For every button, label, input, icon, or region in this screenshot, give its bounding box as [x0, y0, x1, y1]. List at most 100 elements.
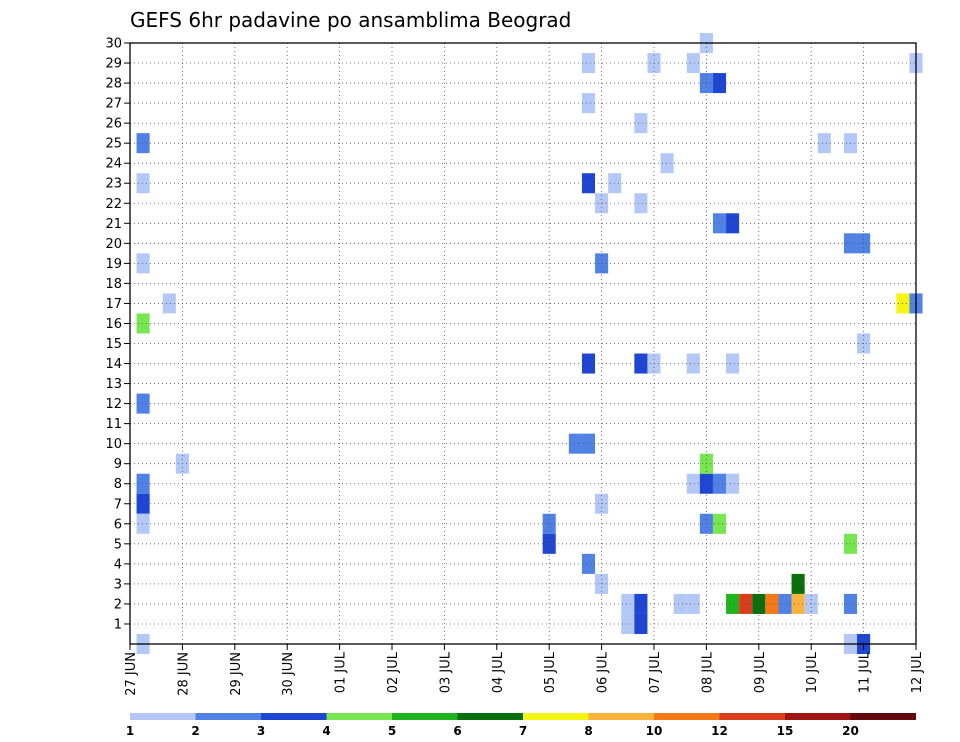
legend-swatch [261, 713, 327, 720]
legend-label: 6 [453, 724, 461, 738]
precip-cell [778, 593, 792, 614]
y-tick-label: 19 [105, 257, 122, 272]
x-tick-label: 30 JUN [281, 652, 296, 696]
legend-swatch [195, 713, 261, 720]
x-tick-label: 02 JUL [386, 651, 401, 693]
x-tick-label: 03 JUL [438, 651, 453, 693]
precip-cell [136, 493, 150, 514]
y-tick-label: 9 [114, 457, 122, 472]
y-tick-label: 30 [105, 37, 122, 52]
precip-cell [726, 593, 740, 614]
precip-cell [581, 93, 596, 114]
y-tick-label: 6 [114, 517, 122, 532]
precip-cell [136, 393, 150, 414]
legend-swatch [392, 713, 458, 720]
precip-cell [686, 473, 700, 494]
precip-cell [136, 313, 150, 334]
y-tick-label: 14 [105, 357, 122, 372]
legend-label: 10 [646, 724, 663, 738]
grid [130, 42, 916, 644]
legend-swatch [457, 713, 523, 720]
y-tick-label: 26 [105, 117, 122, 132]
x-tick-label: 06 JUL [596, 651, 611, 693]
y-tick-label: 8 [114, 477, 122, 492]
x-tick-label: 11 JUL [858, 651, 873, 693]
legend-label: 7 [519, 724, 527, 738]
x-axis: 27 JUN 28 JUN 29 JUN 30 JUN 01 JUL 02 JUL 03 J… [124, 644, 925, 696]
precip-cell [136, 253, 150, 274]
y-tick-label: 17 [105, 297, 122, 312]
y-tick-label: 24 [105, 157, 122, 172]
y-tick-label: 21 [105, 217, 122, 232]
legend-label: 3 [257, 724, 265, 738]
color-legend: 1 2 3 4 5 6 7 8 10 12 15 20 [126, 713, 916, 738]
y-tick-label: 16 [105, 317, 122, 332]
y-tick-label: 15 [105, 337, 122, 352]
y-tick-label: 22 [105, 197, 122, 212]
precip-cell [660, 153, 674, 174]
legend-swatch [850, 713, 916, 720]
legend-label: 1 [126, 724, 134, 738]
precip-cell [621, 613, 635, 634]
legend-label: 15 [777, 724, 794, 738]
precip-cell [162, 293, 176, 314]
legend-label: 8 [584, 724, 592, 738]
precip-cell [726, 353, 740, 374]
precip-cell [634, 193, 648, 214]
precip-cell [568, 433, 582, 454]
precip-cell [136, 473, 150, 494]
precip-cell [712, 473, 727, 494]
x-tick-label: 01 JUL [334, 651, 349, 693]
precip-cells [136, 32, 923, 655]
y-axis: 1234567891011121314151617181920212223242… [105, 37, 130, 632]
legend-label: 5 [388, 724, 396, 738]
y-tick-label: 20 [105, 237, 122, 252]
precip-cell [581, 53, 596, 74]
y-tick-label: 1 [114, 617, 122, 632]
y-tick-label: 5 [114, 537, 122, 552]
precip-cell [634, 113, 648, 134]
precip-cell [634, 613, 648, 634]
precip-cell [136, 133, 150, 154]
y-tick-label: 4 [114, 557, 122, 572]
precip-cell [712, 513, 727, 534]
y-tick-label: 29 [105, 57, 122, 72]
legend-swatch [130, 713, 196, 720]
precip-cell [765, 593, 779, 614]
x-tick-label: 10 JUL [805, 651, 820, 693]
y-tick-label: 12 [105, 397, 122, 412]
precip-cell [739, 593, 753, 614]
x-tick-label: 28 JUN [176, 652, 191, 696]
precip-cell [726, 213, 740, 234]
precip-cell [673, 593, 687, 614]
legend-swatch [654, 713, 720, 720]
x-tick-label: 27 JUN [124, 652, 139, 696]
legend-swatch [326, 713, 392, 720]
x-tick-label: 09 JUL [753, 651, 768, 693]
precip-cell [581, 433, 596, 454]
legend-label: 2 [191, 724, 199, 738]
precip-cell [581, 553, 596, 574]
precip-cell [712, 213, 727, 234]
legend-label: 4 [322, 724, 330, 738]
precip-cell [581, 173, 596, 194]
y-tick-label: 23 [105, 177, 122, 192]
x-tick-label: 04 JUL [491, 651, 506, 693]
precip-cell [686, 593, 700, 614]
y-tick-label: 13 [105, 377, 122, 392]
y-tick-label: 18 [105, 277, 122, 292]
y-tick-label: 11 [105, 417, 122, 432]
precip-cell [136, 173, 150, 194]
legend-label: 20 [842, 724, 859, 738]
y-tick-label: 27 [105, 97, 122, 112]
precip-cell [817, 133, 831, 154]
x-tick-label: 07 JUL [648, 651, 663, 693]
legend-swatch [588, 713, 654, 720]
y-tick-label: 28 [105, 77, 122, 92]
chart-title: GEFS 6hr padavine po ansamblima Beograd [130, 8, 571, 32]
precip-cell [712, 73, 727, 94]
y-tick-label: 25 [105, 137, 122, 152]
y-tick-label: 7 [114, 497, 122, 512]
precip-cell [621, 593, 635, 614]
